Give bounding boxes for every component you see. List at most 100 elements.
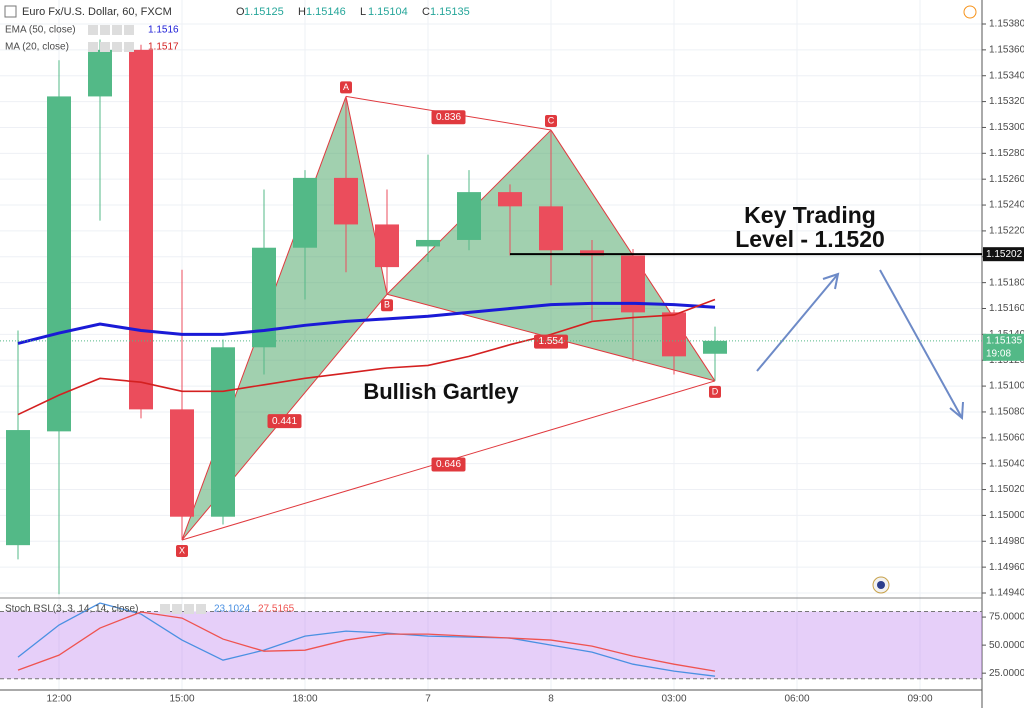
y-tick-label: 1.15100 [989, 381, 1024, 392]
arrow-up [756, 273, 839, 372]
legend-button[interactable] [184, 604, 194, 614]
x-tick-label: 06:00 [784, 694, 809, 705]
pattern-point-label: A [343, 82, 349, 92]
pattern-name: Bullish Gartley [363, 379, 519, 404]
legend-button[interactable] [100, 42, 110, 52]
candle-body [170, 409, 194, 517]
y-tick-label: 25.0000 [989, 668, 1024, 679]
candle-body [211, 347, 235, 517]
candle-body [88, 49, 112, 97]
candle-body [6, 430, 30, 546]
x-tick-label: 12:00 [46, 694, 71, 705]
legend-name: MA (20, close) [5, 42, 69, 53]
x-tick-label: 18:00 [292, 694, 317, 705]
candle-body [129, 49, 153, 410]
legend-button[interactable] [160, 604, 170, 614]
ohlc-letter: C [422, 6, 430, 18]
legend-name: EMA (50, close) [5, 25, 76, 36]
candle-body [334, 177, 358, 225]
y-tick-label: 1.14980 [989, 536, 1024, 547]
y-tick-label: 1.15280 [989, 148, 1024, 159]
y-tick-label: 1.15320 [989, 96, 1024, 107]
ohlc-value: 1.15135 [430, 6, 470, 18]
y-tick-label: 1.15000 [989, 510, 1024, 521]
ratio-badge [431, 110, 466, 125]
x-tick-label: 15:00 [169, 694, 194, 705]
pattern-point-badge [340, 81, 352, 94]
y-tick-label: 1.14960 [989, 562, 1024, 573]
legend-value: 27.5165 [258, 604, 295, 615]
ohlc-letter: L [360, 6, 366, 18]
x-tick-label: 03:00 [661, 694, 686, 705]
ohlc-value: 1.15104 [368, 6, 408, 18]
pattern-point-label: X [179, 545, 185, 555]
legend-button[interactable] [88, 42, 98, 52]
candle-body [703, 340, 727, 354]
legend-value: 23.1024 [214, 604, 251, 615]
x-tick-label: 09:00 [907, 694, 932, 705]
ohlc-value: 1.15146 [306, 6, 346, 18]
pattern-point-badge [176, 544, 188, 557]
candle-body [457, 192, 481, 240]
y-tick-label: 1.15360 [989, 45, 1024, 56]
ratio-label: 0.441 [272, 416, 297, 427]
ratio-badge [267, 414, 302, 429]
legend-button[interactable] [112, 42, 122, 52]
candle-body [580, 250, 604, 256]
stoch-band [0, 611, 982, 679]
y-tick-label: 1.15160 [989, 303, 1024, 314]
legend-button[interactable] [172, 604, 182, 614]
last-price: 1.15135 [986, 335, 1023, 346]
x-tick-label: 7 [425, 694, 431, 705]
y-tick-label: 1.15220 [989, 226, 1024, 237]
key-level-badge [983, 247, 1024, 262]
key-level-text: Key Trading [744, 202, 876, 228]
candle-body [375, 224, 399, 268]
y-tick-label: 1.15340 [989, 70, 1024, 81]
y-tick-label: 1.15080 [989, 407, 1024, 418]
key-level-text: Level - 1.1520 [735, 226, 885, 252]
y-tick-label: 1.15260 [989, 174, 1024, 185]
legend-button[interactable] [196, 604, 206, 614]
collapse-icon[interactable] [4, 5, 17, 18]
pattern-point-label: B [384, 300, 390, 310]
legend-button[interactable] [112, 25, 122, 35]
indicator-line [17, 298, 716, 416]
legend-button[interactable] [124, 42, 134, 52]
arrow-head [822, 272, 840, 290]
candle-body [416, 239, 440, 247]
pattern-point-label: D [712, 386, 719, 396]
candle-body [47, 96, 71, 432]
pattern-point-badge [709, 385, 721, 398]
ratio-badge [431, 457, 466, 472]
legend-button[interactable] [88, 25, 98, 35]
y-tick-label: 1.15300 [989, 122, 1024, 133]
y-tick-label: 1.14940 [989, 588, 1024, 599]
candle-body [539, 206, 563, 251]
candle-body [662, 312, 686, 357]
y-tick-label: 50.0000 [989, 640, 1024, 651]
ratio-badge [534, 334, 568, 349]
alert-icon[interactable] [963, 5, 977, 19]
y-tick-label: 1.15380 [989, 19, 1024, 30]
countdown: 19:08 [986, 348, 1011, 359]
legend-button[interactable] [124, 25, 134, 35]
legend-button[interactable] [100, 25, 110, 35]
y-tick-label: 1.15060 [989, 432, 1024, 443]
y-tick-label: 75.0000 [989, 612, 1024, 623]
ratio-label: 1.554 [538, 336, 563, 347]
arrow-down [879, 269, 963, 419]
arrow-head [949, 401, 964, 421]
pattern-point-label: C [548, 115, 555, 125]
last-price-badge [983, 333, 1024, 361]
ohlc-letter: O [236, 6, 245, 18]
x-tick-label: 8 [548, 694, 554, 705]
candle-body [498, 192, 522, 207]
arrows [756, 269, 964, 421]
indicator-line [17, 602, 716, 677]
legend-value: 1.1516 [148, 25, 179, 36]
key-level-price: 1.15202 [986, 249, 1023, 260]
compass-center [877, 581, 885, 589]
chart-title: Euro Fx/U.S. Dollar, 60, FXCM [22, 6, 172, 18]
